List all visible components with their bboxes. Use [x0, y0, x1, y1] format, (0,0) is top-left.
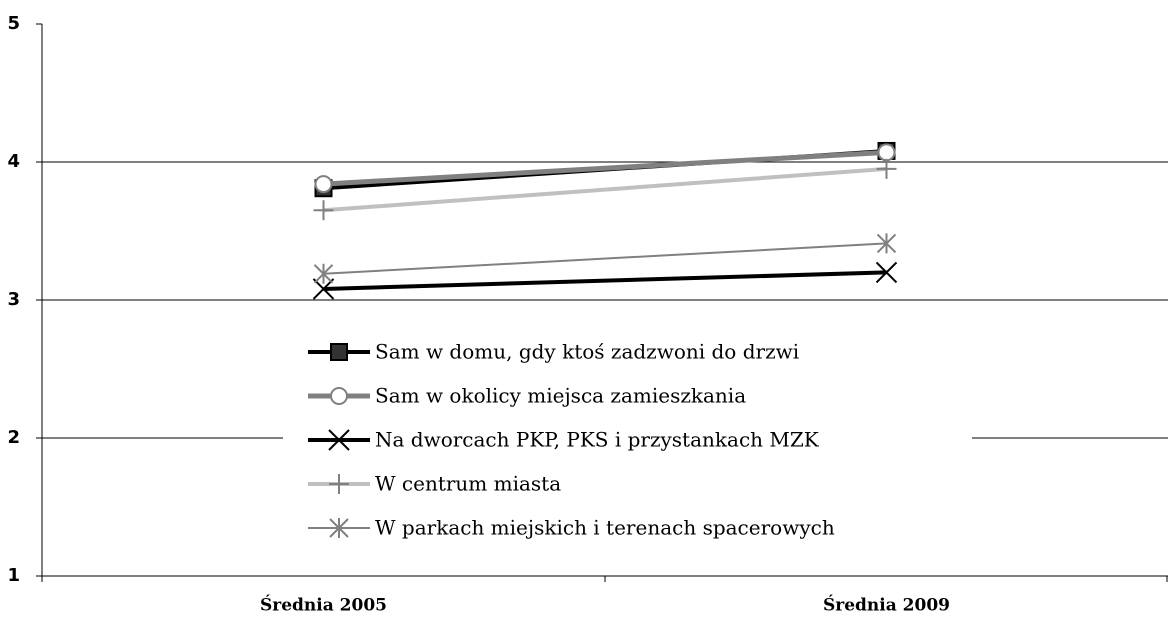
legend-label: Na dworcach PKP, PKS i przystankach MZK	[375, 428, 820, 452]
y-tick-label: 4	[7, 151, 20, 172]
marker	[313, 263, 334, 284]
marker-square	[330, 343, 348, 361]
marker	[313, 200, 334, 221]
legend-label: Sam w domu, gdy ktoś zadzwoni do drzwi	[375, 340, 799, 364]
series-line	[323, 242, 887, 275]
marker-circle	[877, 143, 896, 162]
marker-star	[313, 263, 334, 284]
legend-label: W centrum miasta	[375, 472, 561, 496]
marker-plus	[313, 200, 334, 221]
legend-label: Sam w okolicy miejsca zamieszkania	[375, 384, 746, 408]
marker-plus	[329, 474, 349, 494]
marker	[329, 518, 349, 538]
marker	[328, 429, 350, 451]
marker	[330, 343, 348, 361]
marker-x	[328, 429, 350, 451]
marker-star	[876, 233, 897, 254]
legend-box	[283, 330, 972, 566]
x-tick-label: Średnia 2009	[823, 595, 950, 616]
y-tick-label: 2	[7, 427, 20, 448]
x-tick-label: Średnia 2005	[260, 595, 387, 616]
marker	[312, 278, 335, 300]
marker	[314, 175, 333, 194]
legend-label: W parkach miejskich i terenach spacerowy…	[375, 516, 835, 540]
marker	[877, 143, 896, 162]
y-tick-label: 5	[7, 13, 20, 34]
marker	[876, 233, 897, 254]
y-tick-label: 3	[7, 289, 20, 310]
marker-x	[875, 261, 898, 284]
y-tick-label: 1	[7, 565, 20, 586]
marker-plus	[876, 158, 897, 179]
marker-circle	[330, 387, 348, 405]
series-line	[323, 166, 887, 213]
marker-x	[312, 278, 335, 300]
marker-circle	[314, 175, 333, 194]
marker	[876, 158, 897, 179]
marker	[330, 387, 348, 405]
series-line	[323, 270, 887, 291]
marker-star	[329, 518, 349, 538]
marker	[875, 261, 898, 284]
marker	[329, 474, 349, 494]
series-line	[323, 149, 887, 187]
